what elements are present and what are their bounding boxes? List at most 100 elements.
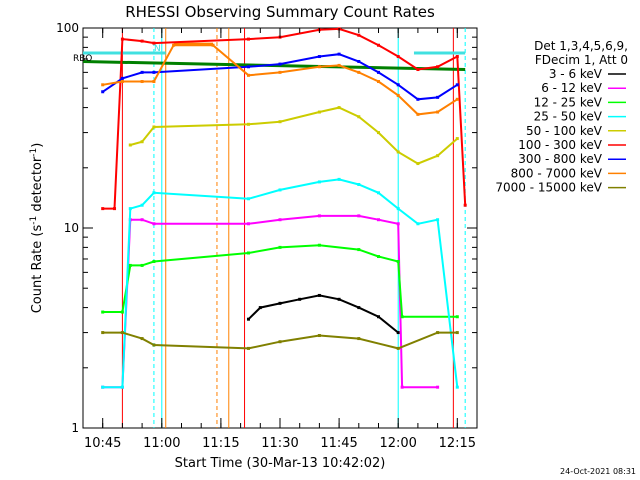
data-point-0-8 <box>396 331 400 335</box>
data-point-3-9 <box>357 183 361 187</box>
data-point-1-6 <box>278 218 282 222</box>
data-point-7-1 <box>120 80 124 84</box>
data-point-5-9 <box>357 33 361 37</box>
data-point-3-8 <box>337 177 341 181</box>
legend-label-4: 50 - 100 keV <box>526 124 603 138</box>
legend-label-2: 12 - 25 keV <box>534 95 603 109</box>
data-point-4-9 <box>396 150 400 154</box>
legend: Det 1,3,4,5,6,9, FDecim 1, Att 0 3 - 6 k… <box>495 39 628 195</box>
data-point-7-6 <box>246 73 250 77</box>
x-tick-label: 12:00 <box>379 436 416 451</box>
data-point-7-14 <box>436 110 440 114</box>
data-point-7-13 <box>416 112 420 116</box>
data-point-7-7 <box>278 70 282 74</box>
x-tick-label: 11:00 <box>143 436 180 451</box>
data-point-8-1 <box>120 331 124 335</box>
legend-label-7: 800 - 7000 keV <box>511 166 603 180</box>
data-point-7-3 <box>152 80 156 84</box>
x-axis: 10:45 11:00 11:15 11:30 11:45 12:00 12:15 <box>82 28 478 451</box>
data-point-2-0 <box>101 310 105 314</box>
footer-date: 24-Oct-2021 08:31 <box>560 467 636 476</box>
data-point-7-11 <box>377 80 380 84</box>
data-point-7-5 <box>211 43 215 47</box>
data-point-5-5 <box>246 37 250 41</box>
series-line-5 <box>102 27 467 210</box>
data-point-8-7 <box>357 337 361 341</box>
data-point-0-1 <box>258 306 262 310</box>
data-point-8-10 <box>455 331 459 335</box>
data-point-6-4 <box>246 65 250 69</box>
data-point-5-15 <box>463 203 467 207</box>
data-point-3-12 <box>416 222 420 226</box>
data-point-7-8 <box>317 65 321 69</box>
data-point-4-7 <box>357 115 361 119</box>
data-point-2-4 <box>152 259 156 263</box>
data-point-1-5 <box>246 222 250 226</box>
data-point-3-1 <box>120 385 124 389</box>
data-point-5-11 <box>396 55 400 59</box>
data-point-1-9 <box>377 218 380 222</box>
data-point-6-11 <box>416 97 420 101</box>
y-axis: 1 10 100 <box>56 21 477 435</box>
data-point-6-5 <box>278 62 282 66</box>
data-point-0-0 <box>246 317 250 321</box>
chart-title: RHESSI Observing Summary Count Rates <box>125 3 435 21</box>
data-point-4-10 <box>416 162 420 166</box>
data-point-6-1 <box>120 76 124 80</box>
data-point-2-12 <box>455 315 459 319</box>
data-point-5-12 <box>416 68 420 72</box>
series-layer <box>101 27 467 389</box>
data-point-4-0 <box>128 143 132 147</box>
data-point-3-11 <box>396 207 400 211</box>
data-point-6-3 <box>152 70 156 74</box>
y-tick-label: 1 <box>71 421 79 435</box>
data-point-8-3 <box>152 343 156 347</box>
data-point-4-8 <box>377 131 380 135</box>
data-point-6-9 <box>377 70 380 74</box>
legend-label-0: 3 - 6 keV <box>549 67 603 81</box>
x-axis-label: Start Time (30-Mar-13 10:42:02) <box>175 456 386 471</box>
data-point-1-4 <box>152 222 156 226</box>
x-tick-label: 11:45 <box>320 436 357 451</box>
data-point-8-6 <box>317 334 321 338</box>
x-tick-label: 12:15 <box>439 436 476 451</box>
data-point-7-2 <box>140 80 144 84</box>
legend-title-1: Det 1,3,4,5,6,9, <box>534 39 628 53</box>
data-point-8-8 <box>396 346 400 350</box>
data-point-6-2 <box>140 70 144 74</box>
data-point-7-10 <box>357 70 361 74</box>
data-point-5-2 <box>120 37 124 41</box>
x-tick-label: 11:30 <box>261 436 298 451</box>
data-point-2-10 <box>396 259 400 263</box>
data-point-2-9 <box>377 255 380 259</box>
y-tick-label: 10 <box>64 221 79 235</box>
data-point-0-2 <box>278 301 282 305</box>
data-point-6-10 <box>396 83 400 87</box>
data-point-7-15 <box>455 97 459 101</box>
data-point-6-7 <box>337 52 341 56</box>
legend-label-8: 7000 - 15000 keV <box>495 181 602 195</box>
data-point-0-5 <box>337 297 341 301</box>
data-point-0-6 <box>357 306 361 310</box>
data-point-4-6 <box>337 106 341 110</box>
data-point-5-0 <box>101 207 105 211</box>
data-point-1-11 <box>400 385 404 389</box>
data-point-7-9 <box>337 63 341 67</box>
data-point-0-3 <box>298 297 302 301</box>
data-point-8-2 <box>140 337 144 341</box>
legend-title-2: FDecim 1, Att 0 <box>535 53 628 67</box>
data-point-3-6 <box>278 188 282 192</box>
legend-label-3: 25 - 50 keV <box>534 110 603 124</box>
data-point-8-5 <box>278 340 282 344</box>
vertical-lines-layer <box>121 28 466 428</box>
data-point-7-0 <box>101 83 105 87</box>
data-point-4-11 <box>436 154 440 158</box>
data-point-2-3 <box>140 263 144 267</box>
data-point-3-13 <box>436 218 440 222</box>
data-point-2-8 <box>357 248 361 252</box>
data-point-2-2 <box>128 263 132 267</box>
data-point-5-14 <box>455 55 459 59</box>
legend-label-6: 300 - 800 keV <box>518 152 602 166</box>
series-line-6 <box>102 53 458 101</box>
annotation-rbo: RBO <box>73 54 92 64</box>
